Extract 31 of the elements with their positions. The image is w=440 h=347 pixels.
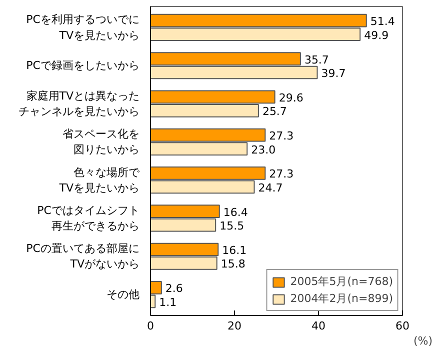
- x-tick-label: 60: [396, 320, 410, 332]
- legend-label: 2004年2月(n=899): [290, 291, 393, 306]
- data-label: 24.7: [258, 181, 283, 194]
- data-label: 16.4: [223, 206, 248, 219]
- y-tick-label: PCで録画をしたいから: [26, 59, 140, 72]
- data-label: 15.5: [220, 220, 244, 233]
- data-label: 27.3: [269, 168, 294, 181]
- data-label: 2.6: [165, 282, 183, 296]
- y-tick-label: 色々な場所でTVを見たいから: [58, 166, 140, 194]
- x-axis-title: (%): [413, 334, 433, 347]
- legend-label: 2005年5月(n=768): [290, 274, 393, 289]
- y-tick-label: PCを利用するついでにTVを見たいから: [26, 13, 140, 42]
- data-label: 15.8: [220, 258, 246, 271]
- y-tick-label: 省スペース化を図りたいから: [62, 128, 140, 156]
- y-tick-label: その他: [106, 288, 140, 302]
- y-tick-label: PCではタイムシフト再生ができるから: [37, 204, 140, 233]
- x-tick-label: 0: [147, 320, 154, 332]
- y-tick-label: PCの置いてある部屋にTVがないから: [26, 242, 140, 271]
- x-tick-label: 40: [312, 320, 326, 332]
- y-tick-label: 家庭用TVとは異なったチャンネルを見たいから: [18, 89, 140, 118]
- data-label: 25.7: [262, 105, 287, 118]
- data-label: 35.7: [304, 53, 329, 66]
- data-label: 23.0: [251, 143, 276, 156]
- x-tick-label: 20: [228, 320, 242, 332]
- data-label: 16.1: [222, 244, 247, 258]
- data-label: 39.7: [321, 66, 346, 80]
- data-label: 27.3: [269, 130, 294, 143]
- data-label: 51.4: [370, 15, 395, 28]
- data-label: 49.9: [364, 28, 389, 42]
- data-label: 29.6: [278, 91, 304, 104]
- data-label: 1.1: [159, 296, 177, 309]
